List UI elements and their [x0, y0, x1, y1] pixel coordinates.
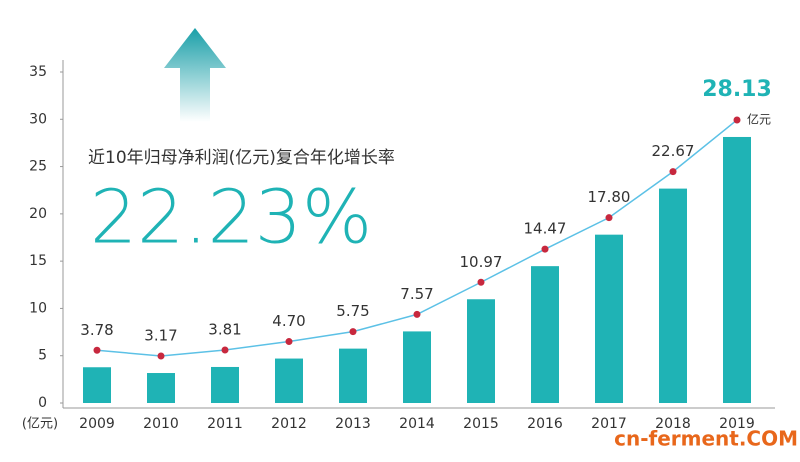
x-tick-label: 2012: [271, 416, 307, 432]
point: [157, 352, 165, 360]
value-label: 10.97: [460, 253, 503, 271]
value-label: 22.67: [652, 142, 695, 160]
y-tick-label: 0: [38, 395, 47, 411]
y-tick-label: 10: [29, 300, 47, 316]
value-unit: 亿元: [747, 111, 771, 126]
bar: [83, 367, 111, 403]
bar: [467, 299, 495, 403]
x-tick-label: 2010: [143, 416, 179, 432]
annotation: 近10年归母净利润(亿元)复合年化增长率: [88, 148, 395, 168]
point: [413, 310, 421, 318]
value-label: 17.80: [588, 188, 631, 206]
point: [477, 278, 485, 286]
up-arrow: [164, 28, 226, 122]
y-tick-label: 15: [29, 253, 47, 269]
growth-rate: 22.23%: [90, 175, 372, 261]
y-tick-label: 20: [29, 206, 47, 222]
point: [285, 338, 293, 346]
x-tick-label: 2015: [463, 416, 499, 432]
x-tick-label: 2017: [591, 416, 627, 432]
point: [349, 328, 357, 336]
bar: [403, 331, 431, 403]
value-label: 3.81: [208, 320, 241, 338]
value-label: 28.13: [702, 77, 772, 102]
x-tick-label: 2019: [719, 416, 755, 432]
bar: [659, 188, 687, 403]
point: [733, 116, 741, 124]
value-label: 14.47: [524, 220, 567, 238]
value-label: 7.57: [400, 285, 433, 303]
x-tick-label: 2016: [527, 416, 563, 432]
value-label: 4.70: [272, 312, 305, 330]
value-label: 5.75: [336, 302, 369, 320]
point: [669, 168, 677, 176]
bar: [531, 266, 559, 403]
point: [541, 245, 549, 253]
y-tick-label: 30: [29, 111, 47, 127]
bar: [211, 366, 239, 403]
x-tick-label: 2013: [335, 416, 371, 432]
y-tick-label: 5: [38, 348, 47, 364]
point: [93, 346, 101, 354]
x-tick-label: 2014: [399, 416, 435, 432]
x-tick-label: 2011: [207, 416, 243, 432]
bar: [147, 373, 175, 403]
point: [605, 214, 613, 222]
watermark: cn-ferment.COM: [614, 427, 798, 451]
x-tick-label: 2009: [79, 416, 115, 432]
bar: [339, 348, 367, 403]
y-tick-label: 25: [29, 159, 47, 175]
x-tick-label: 2018: [655, 416, 691, 432]
point: [221, 346, 229, 354]
y-tick-label: 35: [29, 64, 47, 80]
bar: [723, 136, 751, 403]
value-label: 3.78: [80, 321, 113, 339]
y-unit: (亿元): [22, 417, 58, 432]
value-label: 3.17: [144, 327, 177, 345]
bar: [595, 234, 623, 403]
bar: [275, 358, 303, 403]
